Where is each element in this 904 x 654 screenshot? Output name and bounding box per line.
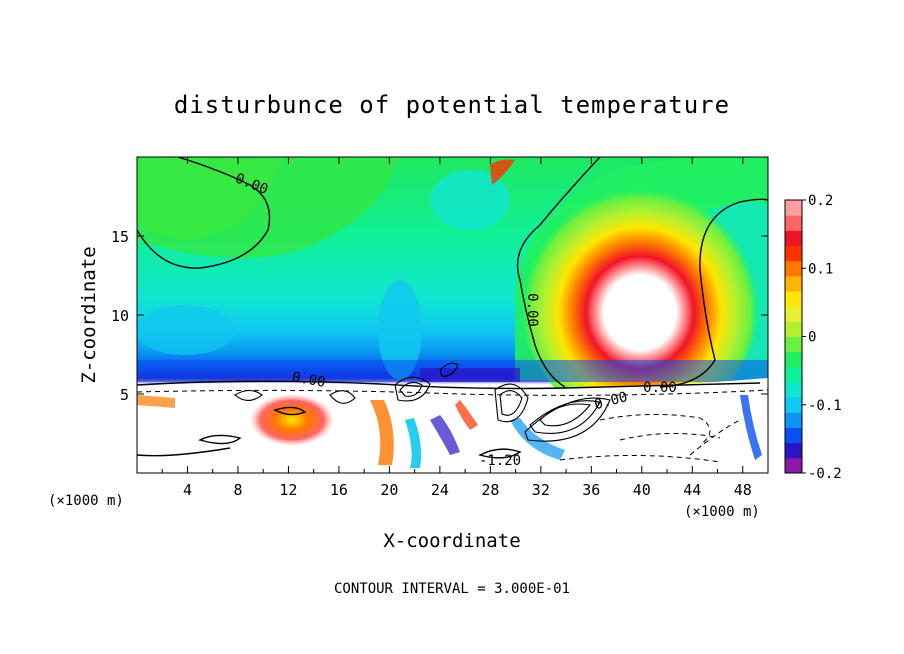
chart-title: disturbunce of potential temperature (174, 91, 730, 119)
colorbar-band (785, 230, 802, 246)
x-tick-label: 8 (233, 481, 242, 499)
x-unit-left: (×1000 m) (48, 493, 124, 509)
colorbar-band (785, 351, 802, 368)
colorbar-band (785, 306, 802, 322)
colorbar-band (785, 457, 802, 474)
x-tick-label: 44 (683, 481, 701, 499)
colorbar-band (785, 382, 802, 398)
colorbar-band (785, 427, 802, 444)
contour-label: 0.00 (524, 293, 540, 327)
colorbar-band (785, 275, 802, 292)
x-tick-label: 4 (183, 481, 192, 499)
x-tick-label: 28 (481, 481, 499, 499)
y-tick-label: 5 (120, 386, 129, 404)
contour-label: 0.00 (291, 369, 327, 391)
x-tick-label: 32 (532, 481, 550, 499)
colorbar-band (785, 336, 802, 353)
colorbar-tick-label: -0.1 (808, 398, 842, 414)
colorbar-tick-label: -0.2 (808, 466, 842, 482)
colorbar-band (785, 366, 802, 383)
x-tick-label: 12 (279, 481, 297, 499)
colorbar-tick-label: 0 (808, 330, 816, 346)
x-axis: 4 8 12 16 20 24 28 32 36 40 44 48 (161, 157, 752, 499)
colorbar-ticks: 0.2 0.1 0 -0.1 -0.2 (802, 193, 842, 482)
contour-label: -1.20 (479, 453, 521, 469)
colorbar-band (785, 260, 802, 277)
contour-label: 0.00 (643, 380, 677, 396)
x-axis-label: X-coordinate (383, 530, 520, 552)
y-axis: 5 10 15 (111, 228, 768, 404)
y-tick-label: 10 (111, 307, 129, 325)
colorbar-tick-label: 0.1 (808, 261, 833, 277)
colorbar-band (785, 245, 802, 262)
colorbar-band (785, 442, 802, 459)
colorbar-band (785, 397, 802, 413)
x-unit-right: (×1000 m) (684, 504, 760, 520)
x-tick-label: 40 (633, 481, 651, 499)
x-tick-label: 16 (330, 481, 348, 499)
y-tick-label: 15 (111, 228, 129, 246)
colorbar-band (785, 215, 802, 231)
heatmap-field (137, 157, 768, 473)
colorbar-tick-label: 0.2 (808, 193, 833, 209)
colorbar (785, 200, 802, 474)
x-tick-label: 36 (582, 481, 600, 499)
colorbar-band (785, 291, 802, 307)
colorbar-band (785, 412, 802, 428)
colorbar-band (785, 321, 802, 337)
contour-interval-note: CONTOUR INTERVAL = 3.000E-01 (334, 581, 570, 597)
x-tick-label: 20 (380, 481, 398, 499)
colorbar-band (785, 200, 802, 216)
x-tick-label: 24 (431, 481, 449, 499)
y-axis-label: Z-coordinate (78, 246, 100, 383)
x-tick-label: 48 (734, 481, 752, 499)
